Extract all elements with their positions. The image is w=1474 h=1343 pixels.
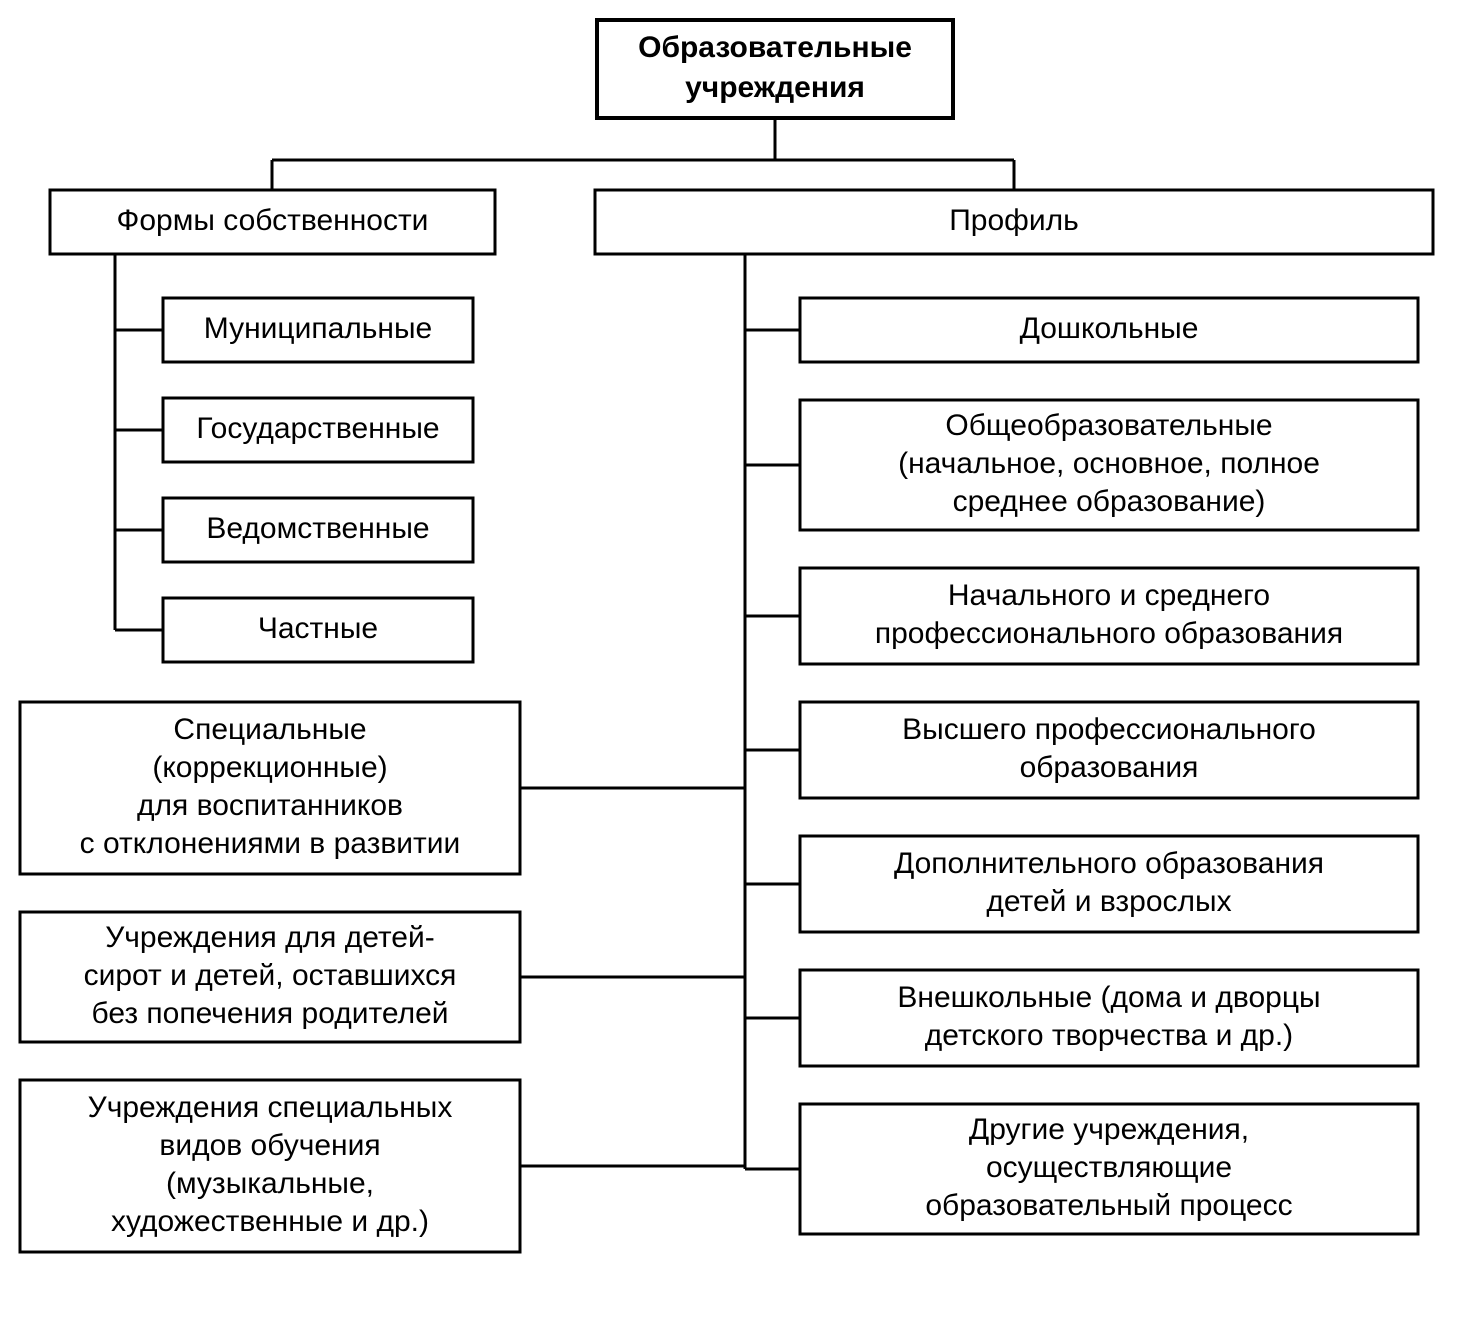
preschool-label: Дошкольные	[1020, 312, 1199, 345]
extracurricular-node: Внешкольные (дома и дворцыдетского творч…	[800, 970, 1418, 1066]
general-education-node: Общеобразовательные(начальное, основное,…	[800, 400, 1418, 530]
forms-ownership-node: Формы собственности	[50, 190, 495, 254]
state-node: Государственные	[163, 398, 473, 462]
org-diagram: Образовательныеучреждения Формы собственн…	[0, 0, 1474, 1343]
private-label: Частные	[258, 612, 378, 645]
municipal-label: Муниципальные	[204, 312, 432, 345]
profile-node: Профиль	[595, 190, 1433, 254]
orphan-institutions-node: Учреждения для детей-сирот и детей, оста…	[20, 912, 520, 1042]
private-node: Частные	[163, 598, 473, 662]
other-institutions-node: Другие учреждения,осуществляющиеобразова…	[800, 1104, 1418, 1234]
profile-label: Профиль	[949, 204, 1079, 237]
municipal-node: Муниципальные	[163, 298, 473, 362]
preschool-node: Дошкольные	[800, 298, 1418, 362]
departmental-label: Ведомственные	[206, 512, 429, 545]
higher-vocational-node: Высшего профессиональногообразования	[800, 702, 1418, 798]
general-education-label: Общеобразовательные(начальное, основное,…	[898, 409, 1320, 518]
orphan-institutions-label: Учреждения для детей-сирот и детей, оста…	[84, 921, 457, 1030]
root-node: Образовательныеучреждения	[597, 20, 953, 118]
special-types-node: Учреждения специальныхвидов обучения(муз…	[20, 1080, 520, 1252]
state-label: Государственные	[196, 412, 439, 445]
forms-ownership-label: Формы собственности	[117, 204, 429, 237]
special-correctional-node: Специальные(коррекционные)для воспитанни…	[20, 702, 520, 874]
initial-vocational-node: Начального и среднегопрофессионального о…	[800, 568, 1418, 664]
additional-education-node: Дополнительного образованиядетей и взрос…	[800, 836, 1418, 932]
departmental-node: Ведомственные	[163, 498, 473, 562]
